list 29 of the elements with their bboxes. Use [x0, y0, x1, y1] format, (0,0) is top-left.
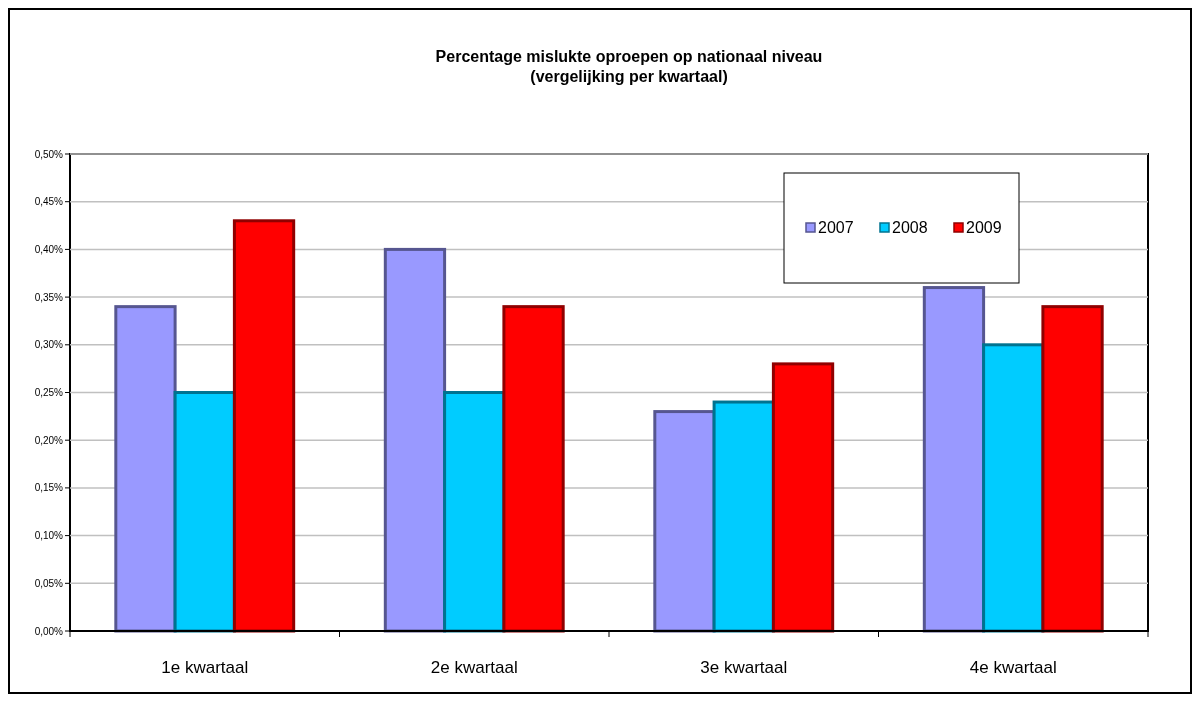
y-tick-label: 0,05%	[34, 577, 64, 589]
y-tick-label: 0,15%	[34, 482, 64, 494]
bar	[114, 305, 177, 633]
y-tick-label: 0,10%	[34, 530, 64, 542]
bar	[383, 247, 447, 633]
bar	[502, 305, 565, 633]
bar	[712, 400, 775, 633]
y-tick-label: 0,50%	[34, 148, 64, 160]
bar	[232, 219, 296, 633]
y-tick-label: 0,00%	[34, 625, 64, 637]
x-tick-label: 4e kwartaal	[969, 658, 1057, 677]
bar	[1041, 305, 1104, 633]
x-tick-label: 2e kwartaal	[430, 658, 518, 677]
legend-label: 2008	[892, 219, 928, 236]
y-tick-label: 0,45%	[34, 196, 64, 208]
legend-label: 2009	[966, 219, 1002, 236]
bar	[653, 410, 716, 633]
bar	[173, 391, 236, 633]
legend-label: 2007	[818, 219, 854, 236]
bar	[771, 362, 835, 633]
chart-title: Percentage mislukte oproepen op nationaal niveau (vergelijking per kwartaal)	[435, 48, 823, 85]
y-tick-label: 0,30%	[34, 339, 64, 351]
bar	[922, 286, 986, 633]
y-tick-label: 0,35%	[34, 291, 64, 303]
x-tick-label: 1e kwartaal	[161, 658, 249, 677]
y-tick-label: 0,40%	[34, 243, 64, 255]
y-tick-label: 0,25%	[34, 387, 64, 398]
x-tick-label: 3e kwartaal	[700, 658, 788, 677]
y-tick-label: 0,20%	[34, 434, 64, 446]
